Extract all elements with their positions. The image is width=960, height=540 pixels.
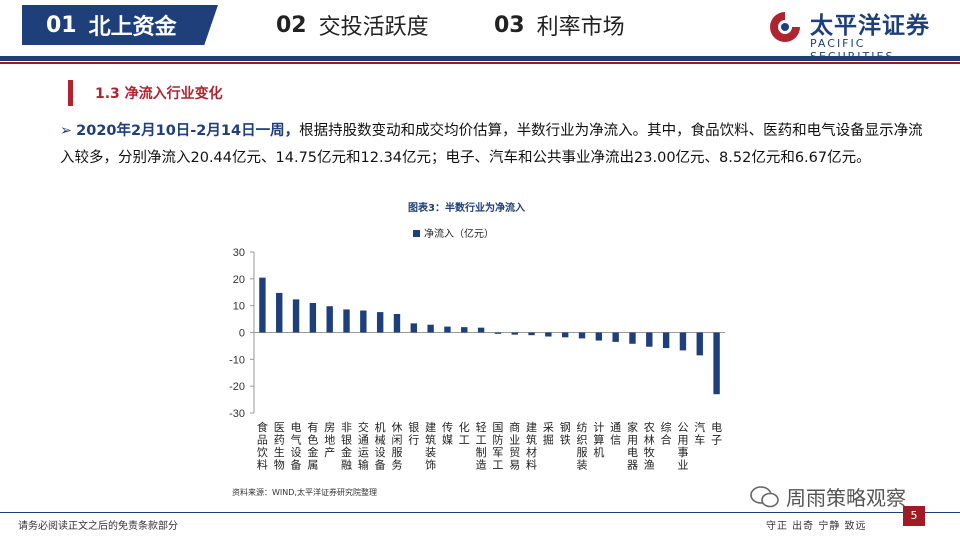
bar-26 xyxy=(679,332,687,351)
bar-8 xyxy=(376,312,384,333)
bar-10 xyxy=(410,323,417,333)
watermark-text: 周雨策略观察 xyxy=(786,486,906,510)
bar-14 xyxy=(477,327,485,333)
tab-number: 03 xyxy=(494,12,525,38)
y-tick-label: -10 xyxy=(229,354,245,366)
header-divider xyxy=(0,56,960,61)
x-category-label: 银行 xyxy=(408,420,419,447)
x-category-label: 轻工制造 xyxy=(476,420,487,472)
x-category-label: 电气设备 xyxy=(291,421,302,472)
x-category-label: 农林牧渔 xyxy=(644,420,655,472)
x-category-label: 传媒 xyxy=(442,421,453,447)
bar-1 xyxy=(259,277,266,333)
tab-label: 交投活跃度 xyxy=(318,15,429,40)
tab-number: 01 xyxy=(46,12,77,38)
chart-title: 图表3：半数行业为净流入 xyxy=(408,203,525,214)
bar-24 xyxy=(646,332,653,347)
bar-20 xyxy=(578,332,586,339)
y-tick-label: 30 xyxy=(233,247,245,259)
bar-7 xyxy=(360,310,367,333)
tab-trading-activity[interactable]: 02 交投活跃度 xyxy=(276,5,429,45)
bar-18 xyxy=(545,332,552,337)
x-category-label: 建筑材料 xyxy=(526,420,537,472)
bar-19 xyxy=(562,332,569,338)
x-category-label: 综合 xyxy=(661,420,672,447)
tab-label: 利率市场 xyxy=(536,15,625,40)
tab-northbound-funds[interactable]: 01 北上资金 xyxy=(22,5,218,45)
bar-6 xyxy=(343,309,350,333)
chart-source: 资料来源：WIND,太平洋证券研究院整理 xyxy=(232,488,377,497)
bar-13 xyxy=(461,327,468,333)
bar-9 xyxy=(393,313,401,333)
x-category-label: 通信 xyxy=(610,421,621,447)
x-category-label: 食品饮料 xyxy=(257,420,268,472)
y-tick-label: -20 xyxy=(229,381,245,393)
watermark: 周雨策略观察 xyxy=(750,482,906,511)
y-tick-label: 20 xyxy=(233,274,245,286)
legend-label: 净流入（亿元） xyxy=(424,227,494,240)
wechat-icon xyxy=(750,485,779,507)
legend-swatch xyxy=(413,230,420,237)
y-tick-label: 0 xyxy=(239,328,245,340)
x-category-label: 公用事业 xyxy=(677,421,688,472)
disclaimer-note: 请务必阅读正文之后的免责条款部分 xyxy=(18,521,178,532)
y-tick-label: 10 xyxy=(233,301,245,313)
bar-22 xyxy=(612,332,619,342)
tab-label: 北上资金 xyxy=(88,15,177,40)
x-category-label: 建筑装饰 xyxy=(425,420,436,472)
summary-paragraph: ➢ 2020年2月10日-2月14日一周，根据持股数变动和成交均价估算，半数行业为… xyxy=(60,118,932,172)
tab-number: 02 xyxy=(276,12,307,38)
x-category-label: 家用电器 xyxy=(627,420,638,472)
bar-15 xyxy=(494,332,502,334)
company-motto: 守正 出奇 宁静 致远 xyxy=(766,521,867,532)
bar-25 xyxy=(662,332,670,349)
bar-23 xyxy=(629,332,636,344)
bar-12 xyxy=(444,326,451,333)
pacific-logo-icon xyxy=(770,12,800,42)
x-category-label: 汽车 xyxy=(694,420,705,447)
x-category-label: 医药生物 xyxy=(274,421,285,472)
x-category-label: 非银金融 xyxy=(341,421,352,472)
x-category-label: 钢铁 xyxy=(560,421,571,447)
bar-5 xyxy=(326,306,333,333)
bar-2 xyxy=(276,292,283,333)
page-number: 5 xyxy=(903,506,925,526)
x-category-label: 有色金属 xyxy=(307,420,318,472)
x-category-label: 商业贸易 xyxy=(509,420,520,472)
x-category-label: 国防军工 xyxy=(492,421,503,472)
bar-11 xyxy=(427,324,434,333)
bar-4 xyxy=(309,302,317,333)
bar-16 xyxy=(511,332,518,335)
x-category-label: 电子 xyxy=(711,421,722,447)
summary-text: 根据持股数变动和成交均价估算，半数行业为净流入。其中，食品饮料、医药和电气设备显… xyxy=(60,123,923,166)
tab-rate-market[interactable]: 03 利率市场 xyxy=(494,5,625,45)
x-category-label: 化工 xyxy=(459,420,470,447)
x-category-label: 计算机 xyxy=(593,421,604,459)
section-title: 1.3 净流入行业变化 xyxy=(95,86,223,102)
bar-17 xyxy=(528,332,535,336)
logo-text-cn: 太平洋证券 xyxy=(810,13,930,39)
footer-divider xyxy=(0,512,960,513)
x-category-label: 房地产 xyxy=(324,421,335,459)
bar-21 xyxy=(595,332,603,341)
x-category-label: 交通运输 xyxy=(358,420,369,472)
x-category-label: 纺织服装 xyxy=(577,420,588,472)
bar-3 xyxy=(292,299,300,333)
bar-28 xyxy=(713,332,720,395)
bullet-arrow-icon: ➢ xyxy=(60,123,73,139)
y-tick-label: -30 xyxy=(229,408,245,420)
x-category-label: 机械设备 xyxy=(375,420,386,472)
header-accent-line xyxy=(0,62,960,64)
section-marker xyxy=(68,80,73,106)
x-category-label: 采掘 xyxy=(543,421,554,447)
summary-lead: 2020年2月10日-2月14日一周， xyxy=(76,123,300,139)
x-category-label: 休闲服务 xyxy=(391,421,402,472)
bar-27 xyxy=(696,332,703,356)
